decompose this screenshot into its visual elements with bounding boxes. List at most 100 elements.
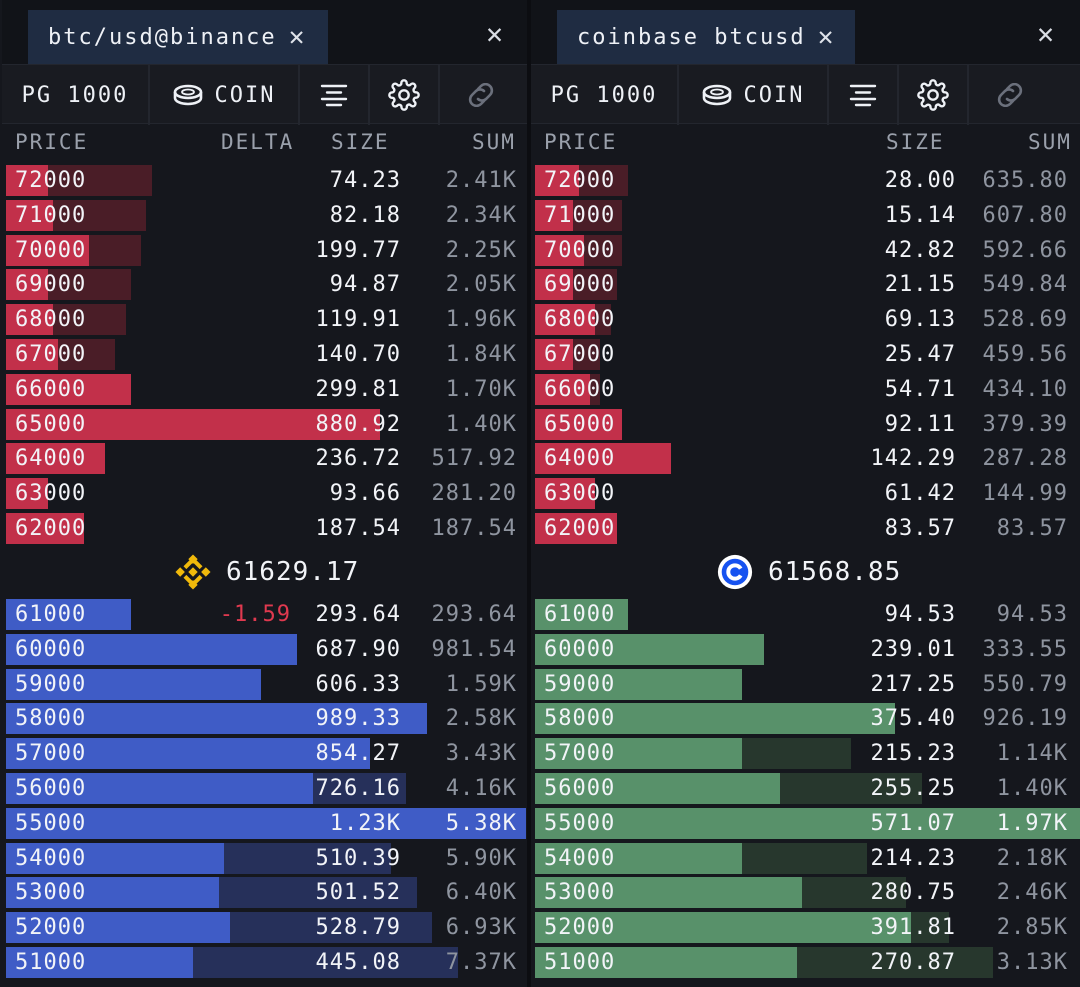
ask-row[interactable]: 71000 15.14 607.80 [531, 199, 1080, 232]
price-cell: 55000 [544, 810, 616, 836]
size-cell: 880.92 [315, 411, 401, 437]
ask-row[interactable]: 63000 93.66 281.20 [2, 477, 529, 510]
size-depth-bar [535, 339, 573, 370]
tab-coinbase[interactable]: coinbase btcusd ✕ [557, 10, 855, 64]
ask-row[interactable]: 65000 92.11 379.39 [531, 408, 1080, 441]
coin-unit-button[interactable]: COIN [150, 65, 300, 125]
bid-row[interactable]: 59000 217.25 550.79 [531, 668, 1080, 701]
ask-row[interactable]: 70000 199.77 2.25K [2, 234, 529, 267]
bid-row[interactable]: 51000 270.87 3.13K [531, 946, 1080, 979]
close-panel-icon[interactable]: ✕ [486, 17, 503, 50]
ask-row[interactable]: 68000 119.91 1.96K [2, 303, 529, 336]
bid-row[interactable]: 58000 375.40 926.19 [531, 702, 1080, 735]
ask-row[interactable]: 72000 28.00 635.80 [531, 164, 1080, 197]
size-depth-bar [6, 339, 58, 370]
ask-row[interactable]: 67000 140.70 1.84K [2, 338, 529, 371]
ask-row[interactable]: 67000 25.47 459.56 [531, 338, 1080, 371]
tab-binance[interactable]: btc/usd@binance ✕ [28, 10, 328, 64]
ask-row[interactable]: 62000 83.57 83.57 [531, 512, 1080, 545]
ask-row[interactable]: 66000 54.71 434.10 [531, 373, 1080, 406]
bid-row[interactable]: 53000 280.75 2.46K [531, 876, 1080, 909]
bid-row[interactable]: 54000 510.39 5.90K [2, 842, 529, 875]
ask-row[interactable]: 68000 69.13 528.69 [531, 303, 1080, 336]
ask-row[interactable]: 72000 74.23 2.41K [2, 164, 529, 197]
header-size: SIZE [331, 130, 390, 154]
size-cell: 142.29 [870, 446, 956, 472]
bid-row[interactable]: 56000 255.25 1.40K [531, 772, 1080, 805]
bid-row[interactable]: 52000 528.79 6.93K [2, 911, 529, 944]
bid-row[interactable]: 56000 726.16 4.16K [2, 772, 529, 805]
size-depth-bar [535, 165, 579, 196]
coin-unit-label: COIN [214, 82, 276, 108]
size-cell: 61.42 [884, 481, 956, 507]
size-depth-bar [535, 599, 628, 630]
ask-row[interactable]: 65000 880.92 1.40K [2, 408, 529, 441]
sum-cell: 592.66 [982, 237, 1068, 263]
sum-cell: 2.46K [996, 880, 1068, 906]
price-cell: 57000 [544, 741, 616, 767]
sum-cell: 379.39 [982, 411, 1068, 437]
price-grouping-label: PG 1000 [550, 82, 658, 108]
size-depth-bar [6, 408, 380, 440]
toolbar: PG 1000 COIN [2, 64, 529, 125]
sum-cell: 94.53 [996, 602, 1068, 627]
size-depth-bar [535, 234, 584, 266]
close-tab-icon[interactable]: ✕ [817, 22, 836, 52]
sum-cell: 6.93K [445, 915, 517, 941]
size-depth-bar [535, 269, 573, 301]
bid-row[interactable]: 57000 854.27 3.43K [2, 737, 529, 770]
panel-divider[interactable] [527, 0, 531, 987]
link-button[interactable] [969, 65, 1051, 125]
size-depth-bar [535, 443, 671, 475]
settings-button[interactable] [370, 65, 440, 125]
close-panel-icon[interactable]: ✕ [1037, 17, 1054, 50]
toolbar: PG 1000 COIN [531, 64, 1080, 125]
link-button[interactable] [440, 65, 522, 125]
size-cell: 239.01 [870, 636, 956, 662]
mid-price-value: 61629.17 [226, 557, 360, 587]
price-grouping-button[interactable]: PG 1000 [2, 65, 150, 125]
ask-row[interactable]: 70000 42.82 592.66 [531, 234, 1080, 267]
ask-row[interactable]: 69000 94.87 2.05K [2, 268, 529, 301]
close-tab-icon[interactable]: ✕ [288, 22, 307, 52]
ask-row[interactable]: 64000 236.72 517.92 [2, 442, 529, 475]
size-depth-bar [6, 373, 131, 405]
align-button[interactable] [300, 65, 370, 125]
bid-row[interactable]: 60000 239.01 333.55 [531, 633, 1080, 666]
coin-unit-button[interactable]: COIN [679, 65, 829, 125]
price-grouping-button[interactable]: PG 1000 [531, 65, 679, 125]
ask-row[interactable]: 66000 299.81 1.70K [2, 373, 529, 406]
bid-row[interactable]: 60000 687.90 981.54 [2, 633, 529, 666]
bid-row[interactable]: 52000 391.81 2.85K [531, 911, 1080, 944]
size-depth-bar [6, 633, 297, 665]
price-cell: 68000 [544, 307, 616, 333]
bid-row[interactable]: 51000 445.08 7.37K [2, 946, 529, 979]
bid-row[interactable]: 57000 215.23 1.14K [531, 737, 1080, 770]
header-price: PRICE [544, 130, 618, 154]
bid-row[interactable]: 53000 501.52 6.40K [2, 876, 529, 909]
bid-row[interactable]: 58000 989.33 2.58K [2, 702, 529, 735]
size-depth-bar [6, 269, 48, 301]
bid-row[interactable]: 55000 1.23K 5.38K [2, 807, 529, 840]
bid-row[interactable]: 55000 571.07 1.97K [531, 807, 1080, 840]
bid-row[interactable]: 54000 214.23 2.18K [531, 842, 1080, 875]
size-cell: 217.25 [870, 671, 956, 697]
size-depth-bar [535, 373, 590, 405]
bid-row[interactable]: 61000 -1.59 293.64 293.64 [2, 598, 529, 631]
price-cell: 61000 [15, 602, 87, 627]
price-cell: 69000 [15, 272, 87, 298]
bid-row[interactable]: 61000 94.53 94.53 [531, 598, 1080, 631]
header-size: SIZE [886, 130, 945, 154]
price-cell: 52000 [544, 915, 616, 941]
ask-row[interactable]: 64000 142.29 287.28 [531, 442, 1080, 475]
ask-row[interactable]: 71000 82.18 2.34K [2, 199, 529, 232]
price-cell: 60000 [544, 636, 616, 662]
ask-row[interactable]: 62000 187.54 187.54 [2, 512, 529, 545]
ask-row[interactable]: 63000 61.42 144.99 [531, 477, 1080, 510]
settings-button[interactable] [899, 65, 969, 125]
bid-row[interactable]: 59000 606.33 1.59K [2, 668, 529, 701]
ask-row[interactable]: 69000 21.15 549.84 [531, 268, 1080, 301]
mid-price-value: 61568.85 [768, 557, 902, 587]
align-button[interactable] [829, 65, 899, 125]
coin-unit-label: COIN [743, 82, 805, 108]
